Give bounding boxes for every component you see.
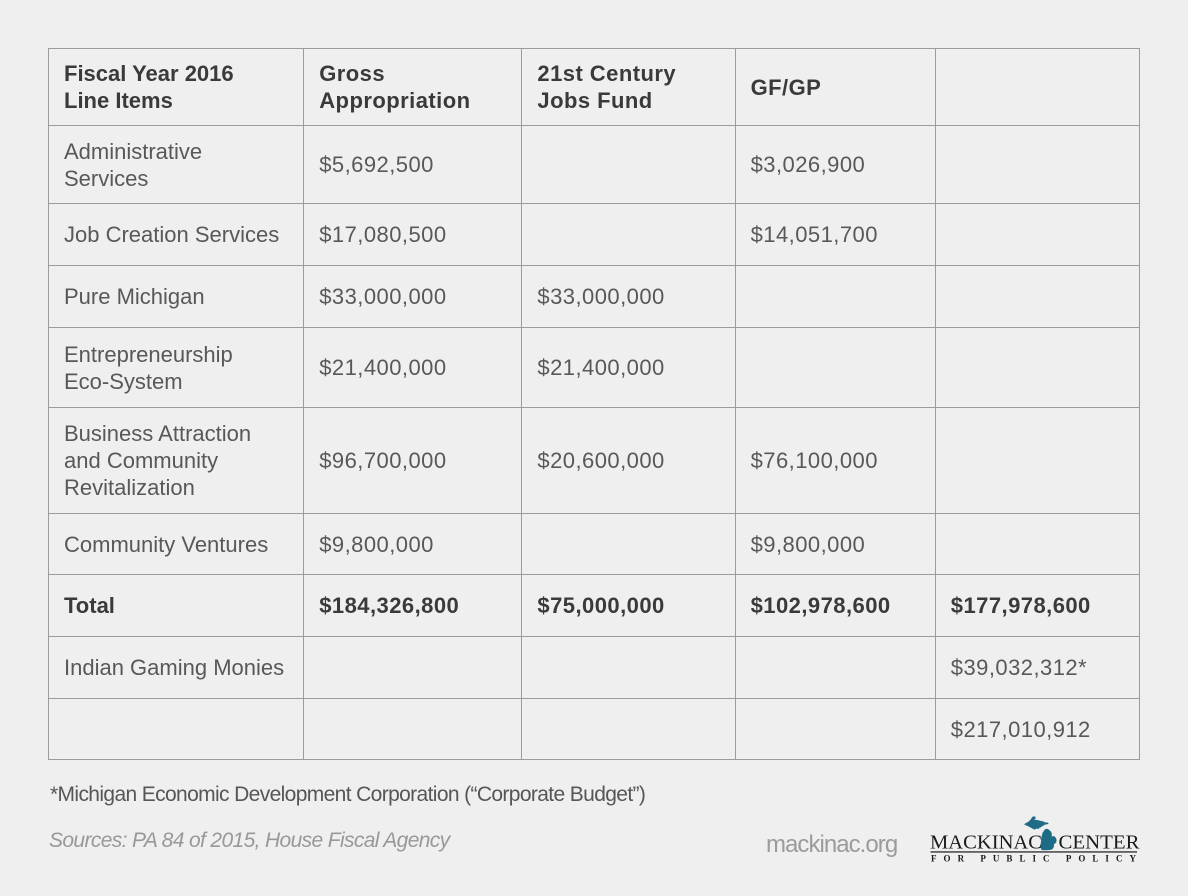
svg-text:MACKINAC: MACKINAC xyxy=(930,832,1042,854)
svg-text:FOR PUBLIC POLICY: FOR PUBLIC POLICY xyxy=(931,853,1137,863)
svg-text:CENTER: CENTER xyxy=(1059,832,1140,854)
